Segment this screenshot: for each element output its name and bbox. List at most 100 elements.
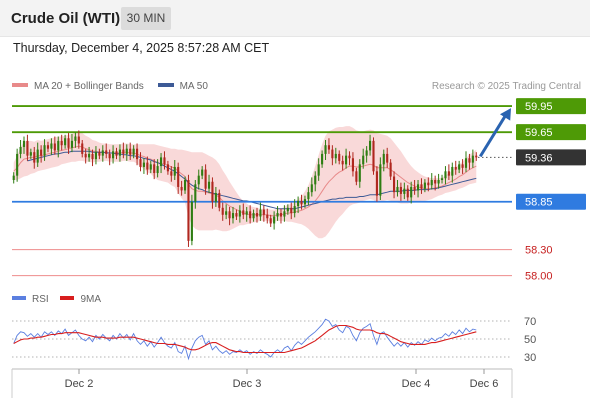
candle-body [358,164,361,182]
forecast-arrow-head [500,108,511,121]
candle-body [142,162,145,167]
candle-body [53,143,56,151]
candle-body [50,143,53,149]
candle-body [19,146,22,154]
datetime-label: Thursday, December 4, 2025 8:57:28 AM CE… [13,41,270,55]
rsi-tick-30: 30 [524,352,536,364]
candle-body [225,211,228,215]
candle-body [149,164,152,170]
candle-body [259,209,262,217]
candle-body [252,213,255,219]
candle-body [173,166,176,176]
x-tick-label: Dec 3 [233,378,262,390]
x-axis: Dec 2 Dec 3 Dec 4 Dec 6 [11,368,513,398]
candle-body [262,209,265,215]
instrument-title: Crude Oil (WTI) [11,10,121,27]
level-59-95-badge [516,98,586,115]
candle-body [115,151,118,156]
legend-rsi-ma-label: 9MA [80,294,102,305]
candle-body [190,201,193,241]
candle-body [293,206,296,214]
candle-body [365,150,368,156]
candle-body [283,211,286,217]
candle-body [46,145,50,149]
candle-body [64,138,67,146]
candle-body [399,186,402,194]
legend-rsi-label: RSI [32,294,49,305]
rsi-panel: 70 50 30 [12,316,536,364]
candle-body [427,182,430,186]
candle-body [159,157,163,167]
candle-body [183,180,187,191]
candle-body [91,153,94,160]
candle-body [389,162,392,177]
forecast-arrow-layer [479,108,511,158]
candle-body [440,178,444,180]
candle-body [303,199,307,205]
candle-body [40,149,43,156]
candle-body [327,145,331,150]
price-legend: MA 20 + Bollinger Bands MA 50 [12,81,219,92]
candle-body [307,192,310,200]
candle-body [410,186,413,198]
candle-body [416,184,420,191]
ma50-swatch [157,83,174,88]
candle-body [331,149,334,159]
candle-body [447,171,450,176]
candle-body [266,214,269,219]
candle-body [60,140,63,146]
candle-body [221,207,224,215]
candle-body [341,160,344,165]
candle-body [300,200,303,205]
x-tick-label: Dec 2 [65,378,94,390]
candle-body [324,145,327,154]
candle-body [88,153,91,158]
candle-body [57,140,60,151]
candle-body [238,210,241,217]
candle-body [437,180,440,184]
rsi-ma-line [13,324,477,354]
candle-body [201,169,204,176]
legend-rsi: RSI [12,294,49,305]
candle-body [22,140,26,147]
timeframe-badge[interactable]: 30 MIN [121,7,171,30]
rsi-tick-50: 50 [524,334,536,346]
candle-body [355,171,358,182]
candle-body [108,153,111,159]
rsi-legend: RSI 9MA [12,294,110,305]
candle-body [348,155,351,159]
candle-body [464,158,468,168]
ma20-line [13,145,477,217]
candle-body [471,155,474,163]
candle-body [170,171,173,176]
x-tick-label: Dec 4 [402,378,431,390]
candle-body [129,148,132,155]
candle-body [105,150,108,154]
candle-body [454,166,457,170]
candle-body [255,213,259,217]
candle-body [67,138,70,148]
rsi-ma-swatch [60,296,75,301]
credit-label: Research © 2025 Trading Central [431,81,581,92]
candle-body [375,171,378,196]
candle-body [156,166,159,174]
candle-body [413,186,416,191]
candle-body [98,152,101,156]
candle-body [122,149,125,154]
candle-body [468,158,471,163]
candle-body [403,188,406,194]
candle-body [74,136,77,141]
candle-body [29,152,32,156]
candle-body [166,164,169,172]
candle-body [180,186,183,191]
candle-body [369,140,372,151]
candle-body [345,155,348,165]
bollinger-swatch [12,83,28,88]
candle-body [392,176,396,193]
level-58-00-label: 58.00 [525,271,553,283]
candle-body [118,149,121,156]
candle-body [204,169,207,189]
candle-body [94,152,98,160]
candle-body [12,175,15,180]
